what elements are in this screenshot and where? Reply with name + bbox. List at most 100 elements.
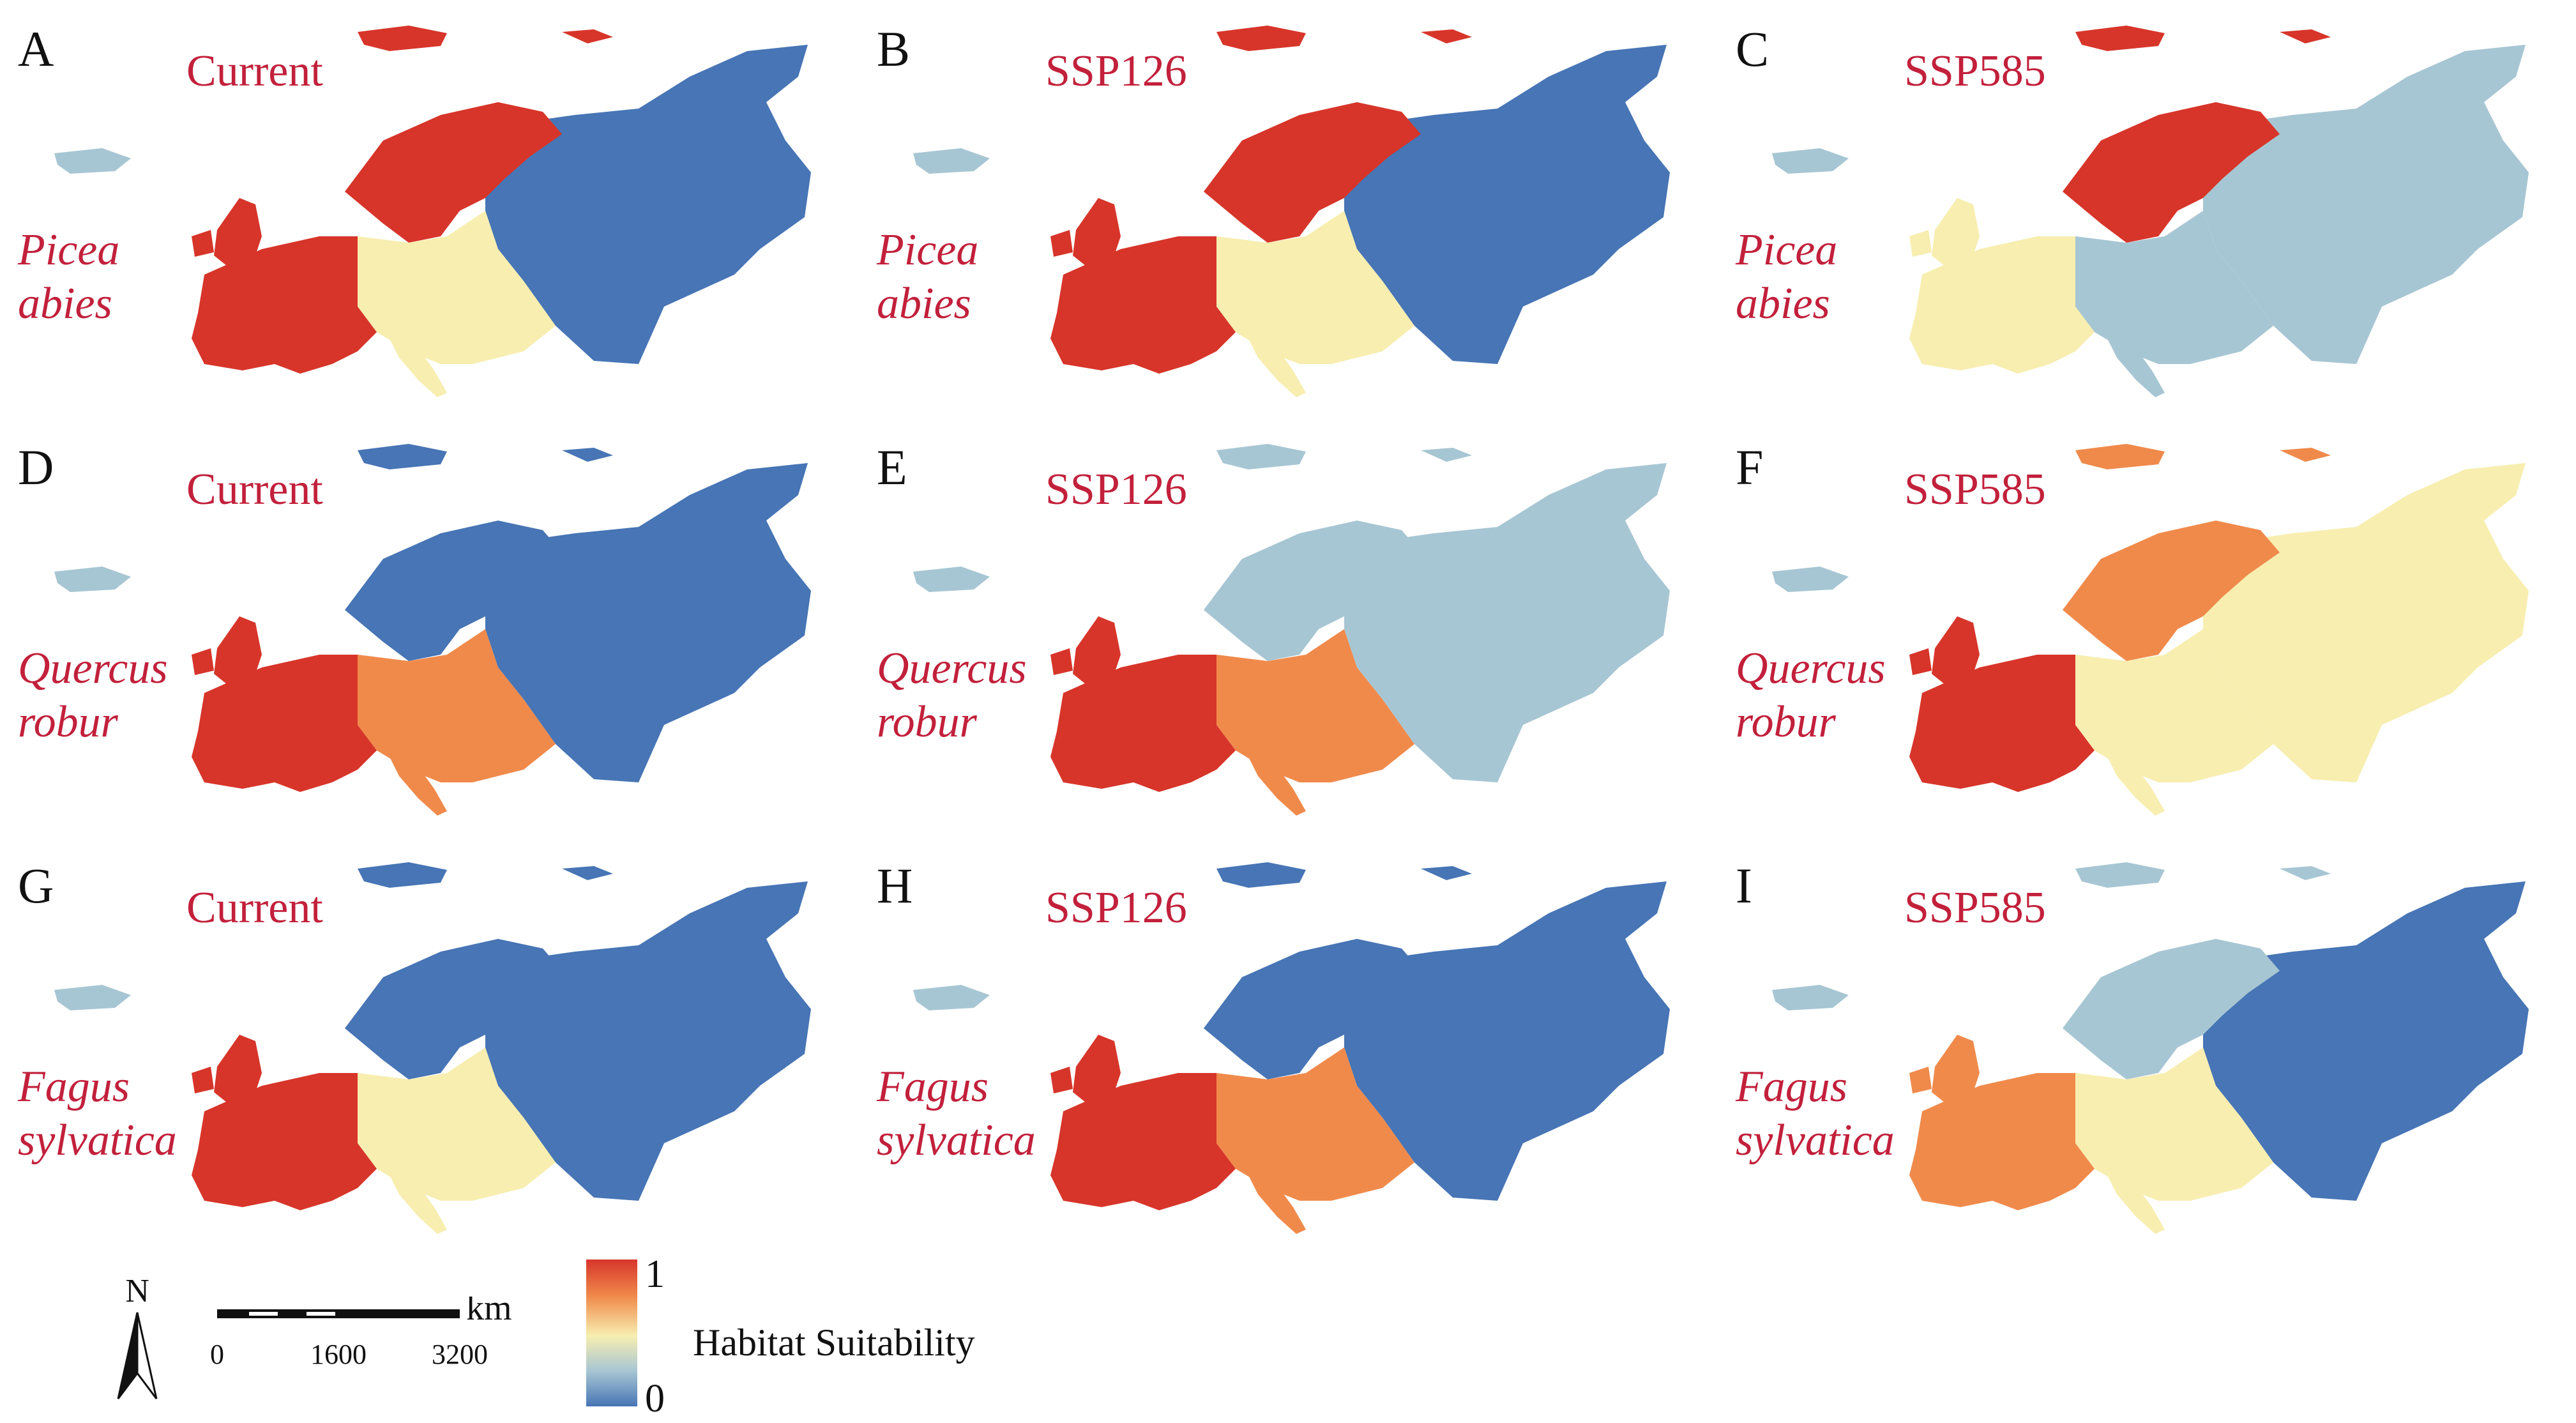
species-genus: Picea (877, 225, 979, 275)
scenario-label: SSP126 (1045, 47, 1187, 96)
species-epithet: sylvatica (1736, 1116, 1895, 1165)
east-landmass-shape (1344, 881, 1670, 1201)
ireland-shape (1909, 230, 1932, 257)
ireland-shape (1050, 230, 1073, 257)
iceland-shape (913, 985, 990, 1010)
svalbard-shape (2075, 26, 2165, 51)
west-europe-shape (192, 655, 377, 792)
svalbard-shape (2075, 444, 2165, 469)
ireland-shape (192, 230, 214, 257)
species-genus: Quercus (877, 644, 1027, 693)
scandinavia-shape (1204, 521, 1421, 661)
map-panel-d: D Current Quercus robur (0, 425, 859, 843)
scale-bar: km 0 1600 3200 (211, 1297, 512, 1370)
central-europe-shape (2075, 1047, 2273, 1201)
central-europe-shape (2075, 629, 2273, 782)
species-label: Fagus sylvatica (877, 1060, 1036, 1168)
map-panel-a: A Current Picea abies (0, 6, 859, 425)
italy-shape (1248, 1172, 1306, 1234)
east-landmass-shape (2203, 463, 2529, 782)
species-label: Picea abies (18, 224, 119, 331)
habitat-colorbar (586, 1259, 637, 1406)
panel-letter: F (1736, 439, 1764, 495)
ireland-shape (192, 1067, 214, 1093)
west-europe-shape (1909, 655, 2095, 792)
italy-shape (2107, 1172, 2165, 1234)
species-genus: Fagus (1736, 1062, 1847, 1111)
svalbard-shape (1216, 444, 1306, 469)
scenario-label: SSP585 (1904, 883, 2046, 932)
species-epithet: abies (877, 279, 971, 328)
species-epithet: robur (1736, 697, 1836, 747)
scandinavia-shape (2063, 939, 2280, 1079)
map-panel-c: C SSP585 Picea abies (1718, 6, 2576, 425)
svalbard-shape (358, 862, 447, 888)
europe-habitat-map (913, 444, 1670, 816)
iceland-shape (54, 985, 131, 1010)
iceland-shape (54, 567, 131, 592)
east-landmass-shape (2203, 45, 2529, 364)
species-epithet: robur (18, 697, 118, 747)
species-epithet: abies (18, 279, 112, 328)
map-panel-f: F SSP585 Quercus robur (1718, 425, 2576, 843)
italy-shape (1248, 335, 1306, 397)
svalbard-shape (358, 444, 447, 469)
british-isles-shape (1073, 198, 1121, 268)
arctic-island-shape (1421, 866, 1472, 880)
italy-shape (390, 335, 447, 397)
west-europe-shape (192, 236, 377, 374)
europe-habitat-map (54, 444, 811, 816)
iceland-shape (1772, 567, 1849, 592)
scenario-label: SSP585 (1904, 465, 2046, 514)
map-panel-e: E SSP126 Quercus robur (859, 425, 1718, 843)
species-epithet: robur (877, 697, 977, 747)
europe-habitat-map (913, 862, 1670, 1234)
europe-habitat-map (54, 862, 811, 1234)
panel-letter: C (1736, 21, 1769, 77)
british-isles-shape (214, 198, 262, 268)
scandinavia-shape (345, 939, 562, 1079)
scandinavia-shape (2063, 521, 2280, 661)
west-europe-shape (1050, 236, 1236, 374)
map-panel-h: H SSP126 Fagus sylvatica (859, 843, 1718, 1261)
arctic-island-shape (2280, 866, 2331, 880)
scale-unit: km (466, 1297, 512, 1328)
species-genus: Picea (18, 225, 120, 275)
species-label: Fagus sylvatica (18, 1060, 177, 1168)
italy-shape (390, 754, 447, 816)
species-genus: Picea (1736, 225, 1838, 275)
species-epithet: sylvatica (18, 1116, 177, 1165)
central-europe-shape (1216, 629, 1414, 782)
central-europe-shape (358, 1047, 556, 1201)
british-isles-shape (1932, 198, 1980, 268)
colorbar-max-label: 1 (645, 1252, 665, 1296)
svalbard-shape (1216, 862, 1306, 888)
central-europe-shape (358, 211, 556, 364)
map-panel-b: B SSP126 Picea abies (859, 6, 1718, 425)
species-label: Quercus robur (18, 642, 168, 749)
british-isles-shape (1932, 1035, 1980, 1105)
panel-letter: D (18, 439, 54, 495)
east-landmass-shape (1344, 45, 1670, 364)
species-genus: Fagus (18, 1062, 130, 1111)
arctic-island-shape (562, 448, 613, 462)
east-landmass-shape (485, 881, 811, 1201)
arctic-island-shape (2280, 29, 2331, 43)
west-europe-shape (1909, 236, 2095, 374)
panel-letter: E (877, 439, 907, 495)
species-label: Quercus robur (1736, 642, 1886, 749)
ireland-shape (1050, 648, 1073, 675)
central-europe-shape (1216, 211, 1414, 364)
colorbar-min-label: 0 (645, 1377, 665, 1420)
map-legend: N km 0 1600 3200 1 0 Habitat Suitability (0, 1245, 2576, 1423)
arctic-island-shape (562, 866, 613, 880)
panel-letter: I (1736, 858, 1752, 913)
british-isles-shape (214, 616, 262, 687)
east-landmass-shape (485, 45, 811, 364)
europe-habitat-map (1772, 862, 2529, 1234)
italy-shape (2107, 335, 2165, 397)
ireland-shape (1909, 648, 1932, 675)
arctic-island-shape (1421, 448, 1472, 462)
scandinavia-shape (2063, 102, 2280, 243)
species-label: Picea abies (877, 224, 978, 331)
